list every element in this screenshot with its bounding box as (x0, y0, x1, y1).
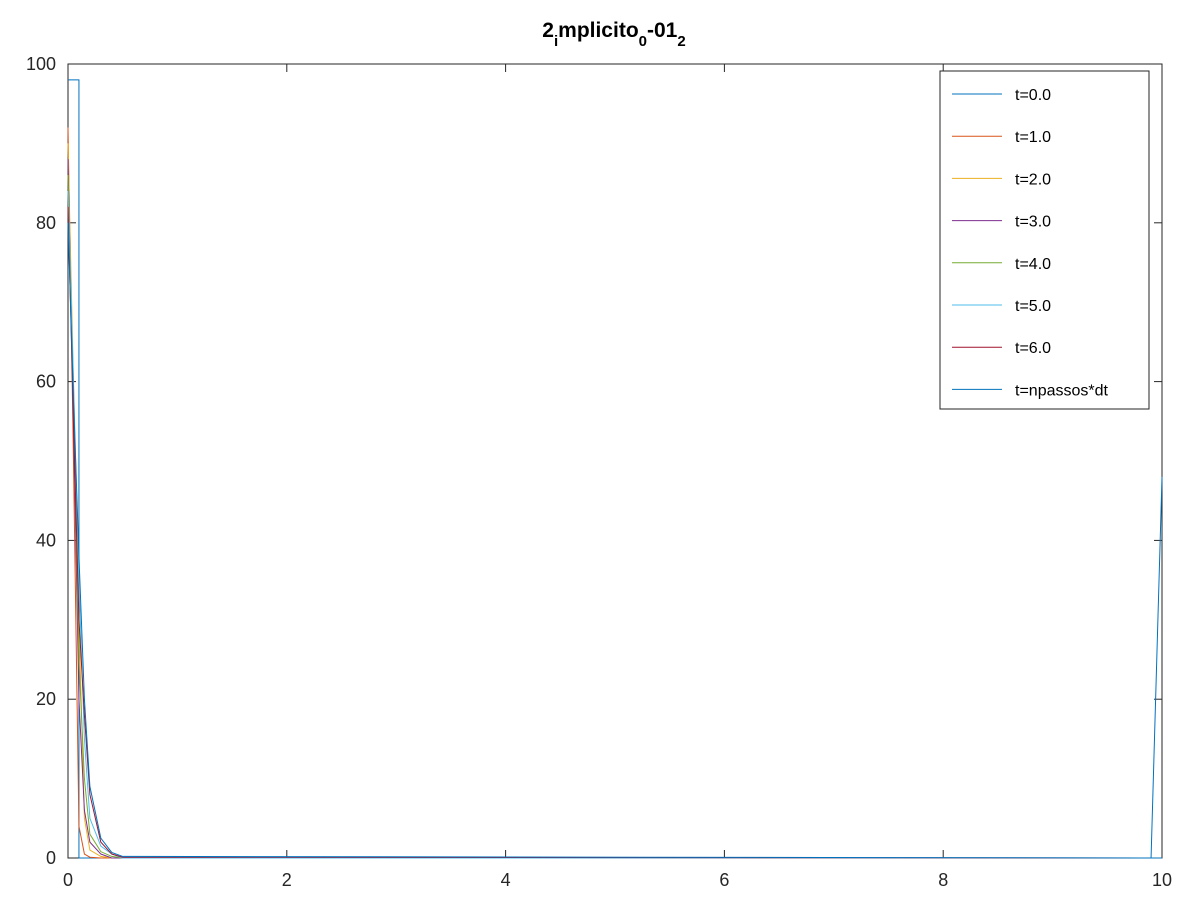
x-tick-label: 8 (938, 870, 948, 890)
title-part: 0 (639, 33, 647, 50)
title-part: 2 (542, 19, 554, 42)
y-tick-label: 20 (36, 689, 56, 709)
series-line-0 (68, 79, 1163, 859)
legend-label: t=2.0 (1015, 171, 1051, 188)
y-tick-label: 100 (26, 54, 56, 74)
legend-label: t=3.0 (1015, 214, 1051, 231)
y-tick-label: 60 (36, 372, 56, 392)
y-tick-label: 40 (36, 530, 56, 550)
legend-box (939, 70, 1150, 410)
title-part: i (554, 33, 558, 50)
x-tick-label: 6 (719, 870, 729, 890)
y-tick-label: 80 (36, 213, 56, 233)
x-tick-label: 2 (282, 870, 292, 890)
x-tick-label: 10 (1152, 870, 1172, 890)
legend: t=0.0 t=1.0 t=2.0 t=3.0 t=4.0 t=5.0 t=6.0 t=npa… (939, 70, 1150, 410)
legend-label: t=6.0 (1015, 340, 1051, 357)
legend-label: t=5.0 (1015, 298, 1051, 315)
x-tick-label: 0 (63, 870, 73, 890)
title-part: -01 (647, 19, 678, 42)
legend-label: t=0.0 (1015, 87, 1051, 104)
legend-label: t=1.0 (1015, 129, 1051, 146)
chart-title: 2implicito0-012 (542, 19, 685, 50)
legend-label: t=npassos*dt (1015, 382, 1109, 399)
title-part: 2 (677, 33, 685, 50)
title-part: mplicito (558, 19, 639, 42)
series-lines (67, 79, 1163, 859)
series-line-7 (67, 222, 1163, 859)
y-tick-label: 0 (46, 848, 56, 868)
legend-label: t=4.0 (1015, 256, 1051, 273)
series-line-6 (67, 206, 1163, 859)
x-tick-label: 4 (501, 870, 511, 890)
